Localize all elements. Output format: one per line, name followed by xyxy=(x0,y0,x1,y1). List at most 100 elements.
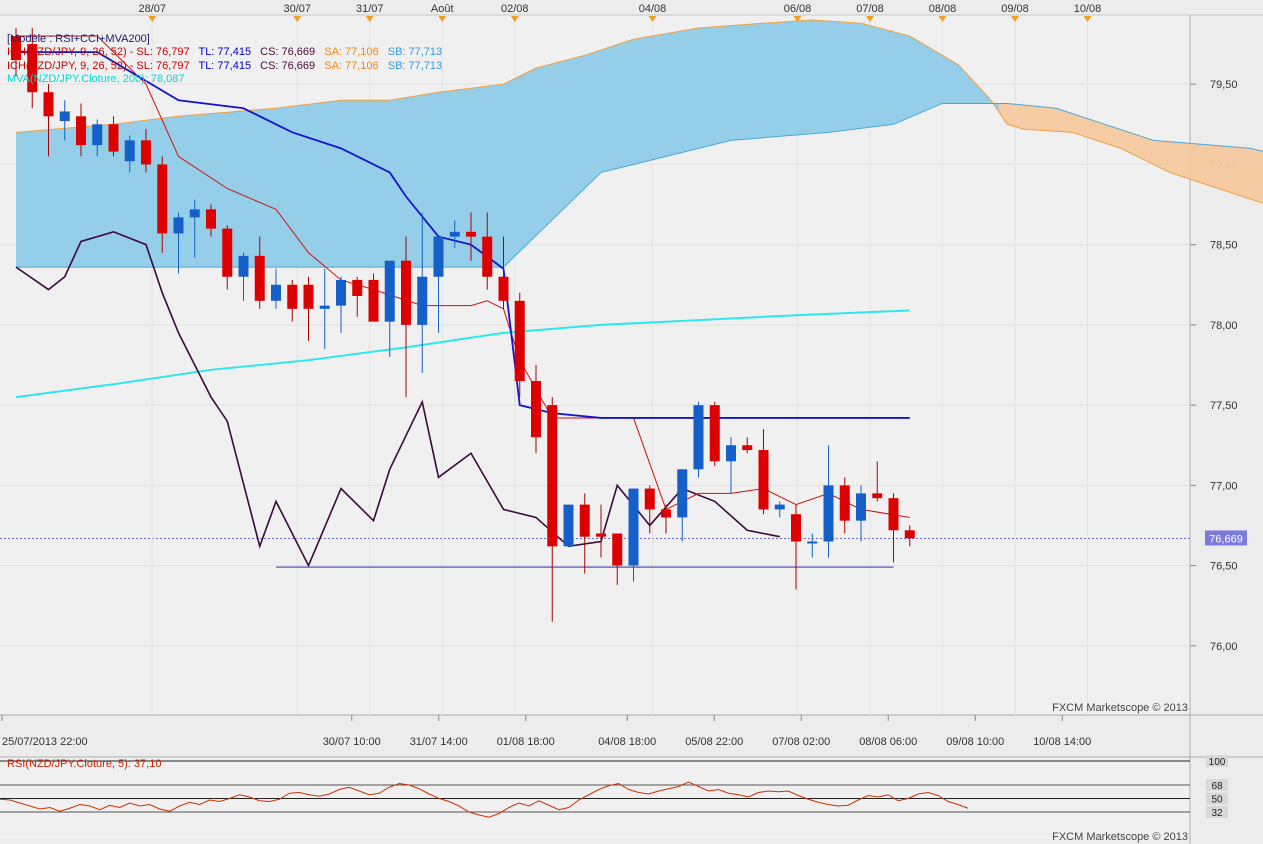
candle-body xyxy=(173,217,184,234)
candle-body xyxy=(303,284,314,309)
candle-body xyxy=(677,469,688,518)
top-date-marker xyxy=(438,16,447,22)
candle-body xyxy=(271,284,281,301)
candle-body xyxy=(238,255,249,277)
candle-body xyxy=(628,488,639,566)
candle-body xyxy=(417,276,428,325)
candle-body xyxy=(807,541,818,544)
candle-body xyxy=(433,236,444,277)
main-watermark: FXCM Marketscope © 2013 xyxy=(1052,702,1188,714)
candle-body xyxy=(59,111,70,122)
rsi-level-label: 50 xyxy=(1211,795,1223,806)
time-tick-label: 07/08 02:00 xyxy=(772,736,830,748)
top-date-axis: 28/07 30/07 31/07 Août 02/08 04/08 06/08 07/08 0… xyxy=(138,3,1101,22)
bottom-time-axis: 25/07/2013 22:00 30/07 10:00 31/07 14:00 01… xyxy=(1,715,1091,748)
legend-ich-sl: ICH(NZD/JPY, 9, 26, 52) - SL: 76,797 xyxy=(7,46,190,58)
top-date-label: 31/07 xyxy=(356,3,384,15)
candle-body xyxy=(693,405,704,470)
candle-body xyxy=(661,509,671,518)
candle-body xyxy=(856,493,866,521)
top-date-marker xyxy=(1083,16,1092,22)
legend-mva200: MVA(NZD/JPY.Cloture, 200): 78,087 xyxy=(7,73,185,85)
candle-body xyxy=(563,504,574,547)
legend-ich-cs: CS: 76,669 xyxy=(260,46,315,58)
rsi-panel: 100 68 50 32 xyxy=(0,755,1228,819)
candle-body xyxy=(384,260,395,322)
price-tick-label: 78,50 xyxy=(1210,240,1238,252)
top-date-label: 07/08 xyxy=(856,3,884,15)
time-tick-label: 25/07/2013 22:00 xyxy=(2,736,88,748)
candle-body xyxy=(904,530,915,539)
current-price-value: 76,669 xyxy=(1209,533,1243,545)
rsi-watermark: FXCM Marketscope © 2013 xyxy=(1052,831,1188,843)
candle-body xyxy=(839,485,850,521)
candle-body xyxy=(43,92,54,117)
candle-body xyxy=(547,405,558,547)
top-date-marker xyxy=(648,16,657,22)
candle-body xyxy=(579,504,590,537)
chikou-span-line xyxy=(15,230,780,568)
candle-body xyxy=(742,445,753,451)
rsi-level-label: 100 xyxy=(1209,757,1226,768)
price-tick-label: 76,50 xyxy=(1210,561,1238,573)
candle-body xyxy=(514,300,525,382)
rsi-level-badge xyxy=(1206,755,1228,767)
current-price-tag: 76,669 xyxy=(1205,530,1247,546)
price-tick-label: 77,50 xyxy=(1210,400,1238,412)
legend-ich-sb: SB: 77,713 xyxy=(388,60,442,72)
candle-body xyxy=(823,485,834,542)
candle-body xyxy=(401,260,411,325)
price-tick-label: 79,50 xyxy=(1210,79,1238,91)
top-date-label: Août xyxy=(431,3,454,15)
candle-body xyxy=(319,305,330,309)
top-date-label: 06/08 xyxy=(784,3,812,15)
candle-body xyxy=(709,405,720,462)
top-date-label: 09/08 xyxy=(1001,3,1029,15)
legend-template-name: [Modèle : RSI+CCI+MVA200] xyxy=(7,33,150,45)
rsi-level-badge xyxy=(1206,792,1228,805)
candle-body xyxy=(368,279,379,322)
candle-body xyxy=(612,533,623,566)
legend-ichimoku-line-1: ICH(NZD/JPY, 9, 26, 52) - SL: 76,797 TL:… xyxy=(7,46,442,58)
rsi-line xyxy=(0,781,969,818)
candle-body xyxy=(726,445,736,462)
legend-ich-sl: ICH(NZD/JPY, 9, 26, 52) - SL: 76,797 xyxy=(7,60,190,72)
top-date-marker xyxy=(938,16,947,22)
top-date-marker xyxy=(148,16,157,22)
candle-body xyxy=(352,279,363,296)
candle-body xyxy=(888,498,899,531)
candle-body xyxy=(124,140,135,162)
legend-ich-tl: TL: 77,415 xyxy=(198,60,251,72)
price-tick-label: 76,00 xyxy=(1210,641,1238,653)
time-tick-label: 30/07 10:00 xyxy=(323,736,381,748)
candle-body xyxy=(157,164,168,234)
cloud-bullish xyxy=(16,20,1000,268)
candle-body xyxy=(482,236,493,277)
candle-body xyxy=(774,504,785,510)
candle-body xyxy=(449,231,460,237)
candle-body xyxy=(189,209,200,218)
candle-body xyxy=(141,140,151,165)
legend-ichimoku-line-2: ICH(NZD/JPY, 9, 26, 52) - SL: 76,797 TL:… xyxy=(7,60,442,72)
legend-ich-sa: SA: 77,106 xyxy=(324,46,378,58)
top-date-label: 02/08 xyxy=(501,3,529,15)
candle-body xyxy=(254,255,265,301)
candle-body xyxy=(758,450,769,510)
top-date-marker xyxy=(365,16,374,22)
candle-body xyxy=(108,124,119,152)
top-date-label: 08/08 xyxy=(929,3,957,15)
top-date-marker xyxy=(793,16,802,22)
time-tick-label: 04/08 18:00 xyxy=(598,736,656,748)
candlestick-series xyxy=(11,28,915,622)
time-tick-label: 10/08 14:00 xyxy=(1033,736,1091,748)
candle-body xyxy=(531,381,541,438)
top-date-marker xyxy=(293,16,302,22)
candle-body xyxy=(27,44,38,93)
candle-body xyxy=(92,124,103,146)
candle-body xyxy=(791,514,801,542)
legend-ich-sb: SB: 77,713 xyxy=(388,46,442,58)
rsi-legend-title: RSI(NZD/JPY.Cloture, 5): 37,10 xyxy=(7,758,161,770)
legend-ich-cs: CS: 76,669 xyxy=(260,60,315,72)
top-date-label: 10/08 xyxy=(1074,3,1102,15)
time-tick-label: 09/08 10:00 xyxy=(946,736,1004,748)
